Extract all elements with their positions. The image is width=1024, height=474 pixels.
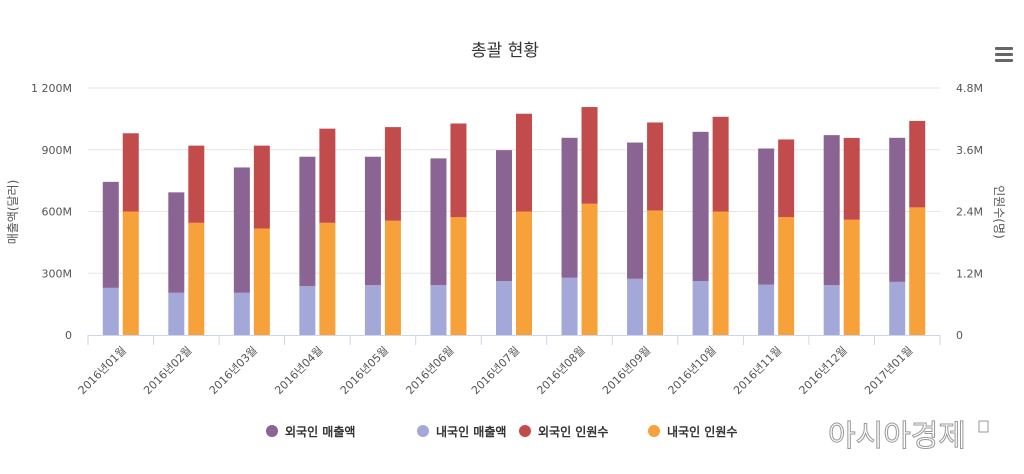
bar-sales-foreign [692, 131, 709, 282]
bar-people-foreign [647, 122, 664, 211]
bar-sales-foreign [299, 156, 316, 287]
bar-sales-domestic [102, 287, 119, 335]
legend-label: 내국인 인원수 [667, 424, 737, 439]
bar-people-domestic [843, 219, 860, 335]
bar-people-foreign [909, 120, 926, 208]
x-tick-label: 2016년07월 [469, 344, 522, 397]
chart-title: 총괄 현황 [471, 41, 539, 61]
bar-sales-domestic [496, 281, 512, 335]
bar-people-foreign [253, 145, 270, 229]
y-left-tick-label: 600M [42, 206, 73, 219]
bar-sales-domestic [561, 277, 578, 335]
legend-label: 외국인 인원수 [538, 424, 608, 439]
bar-people-domestic [778, 217, 795, 335]
bar-people-foreign [188, 145, 205, 223]
hamburger-menu-icon[interactable] [995, 47, 1013, 62]
x-tick-label: 2016년08월 [534, 344, 587, 397]
bar-sales-foreign [496, 150, 512, 282]
bar-sales-foreign [627, 142, 644, 279]
x-tick-label: 2016년03월 [207, 344, 260, 397]
legend-marker-icon [519, 425, 531, 437]
legend-label: 외국인 매출액 [285, 424, 355, 439]
bar-sales-domestic [692, 281, 709, 335]
bar-people-foreign [712, 116, 729, 212]
x-tick-label: 2016년09월 [600, 344, 653, 397]
bar-people-foreign [450, 123, 467, 218]
legend-marker-icon [648, 425, 660, 437]
bar-people-foreign [384, 127, 401, 221]
bar-people-foreign [778, 139, 795, 218]
x-tick-label: 2016년10월 [666, 344, 719, 397]
bar-sales-domestic [823, 285, 840, 335]
bar-people-foreign [843, 137, 860, 220]
x-tick-label: 2016년02월 [141, 344, 194, 397]
y-axis-right-title: 인원수(명) [992, 185, 1006, 239]
y-right-tick-label: 4.8M [956, 82, 983, 95]
bar-sales-domestic [430, 285, 447, 335]
x-tick-label: 2017년01월 [862, 344, 915, 397]
y-left-tick-label: 0 [65, 329, 72, 342]
x-tick-label: 2016년05월 [338, 344, 391, 397]
x-tick-label: 2016년04월 [272, 344, 325, 397]
y-right-tick-label: 2.4M [956, 206, 983, 219]
bar-people-domestic [122, 211, 139, 335]
bar-sales-foreign [561, 137, 578, 278]
watermark-logo: 아시아경제 [828, 419, 966, 454]
y-axis-left-title: 매출액(달러) [6, 180, 20, 245]
bar-sales-foreign [168, 192, 185, 293]
bar-people-foreign [581, 107, 598, 204]
bar-people-domestic [581, 203, 598, 335]
bar-sales-domestic [299, 286, 316, 335]
bar-sales-domestic [889, 281, 906, 335]
bar-sales-domestic [364, 285, 381, 335]
bar-sales-foreign [233, 167, 250, 293]
bar-sales-foreign [364, 156, 381, 286]
legend-item[interactable]: 외국인 인원수 [519, 424, 608, 439]
bar-people-foreign [516, 113, 532, 212]
bar-people-domestic [712, 211, 729, 335]
bar-sales-foreign [758, 148, 775, 285]
x-tick-label: 2016년06월 [403, 344, 456, 397]
bar-people-domestic [647, 210, 664, 335]
bar-people-domestic [253, 228, 270, 335]
bar-sales-domestic [758, 284, 775, 335]
bar-people-domestic [188, 222, 205, 335]
bar-sales-foreign [430, 158, 447, 286]
y-left-tick-label: 900M [42, 144, 73, 157]
bar-sales-domestic [627, 278, 644, 335]
x-tick-label: 2016년01월 [76, 344, 129, 397]
bar-people-domestic [516, 211, 532, 335]
legend-marker-icon [266, 425, 278, 437]
legend-item[interactable]: 외국인 매출액 [266, 424, 355, 439]
bar-people-domestic [384, 220, 401, 335]
y-right-tick-label: 3.6M [956, 144, 983, 157]
bar-people-foreign [319, 128, 336, 223]
watermark-mark [978, 420, 989, 433]
x-tick-label: 2016년11월 [731, 344, 784, 397]
y-left-tick-label: 1 200M [31, 82, 72, 95]
bar-sales-foreign [823, 135, 840, 286]
bar-sales-foreign [102, 181, 119, 288]
bar-sales-foreign [889, 137, 906, 282]
legend-item[interactable]: 내국인 매출액 [417, 424, 506, 439]
bar-people-foreign [122, 133, 139, 212]
y-right-tick-label: 0 [956, 329, 963, 342]
bar-people-domestic [319, 222, 336, 335]
x-tick-label: 2016년12월 [797, 344, 850, 397]
bar-people-domestic [909, 207, 926, 335]
legend-item[interactable]: 내국인 인원수 [648, 424, 737, 439]
legend-marker-icon [417, 425, 429, 437]
legend-label: 내국인 매출액 [436, 424, 506, 439]
bar-sales-domestic [168, 292, 185, 335]
y-right-tick-label: 1.2M [956, 267, 983, 280]
bar-people-domestic [450, 217, 467, 335]
y-left-tick-label: 300M [42, 267, 73, 280]
bar-sales-domestic [233, 292, 250, 335]
